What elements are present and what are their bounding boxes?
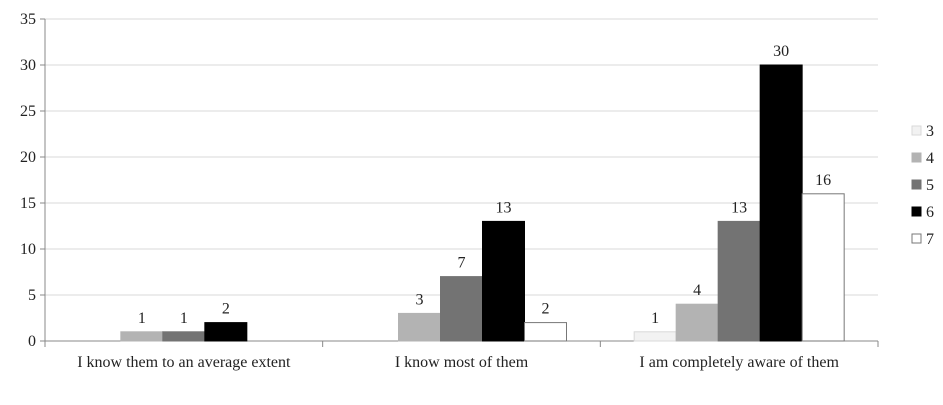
data-label: 2 [542,301,550,318]
data-label: 13 [731,199,747,216]
legend-label: 5 [926,177,934,194]
data-label: 30 [773,43,789,60]
bar-series-4 [675,303,719,342]
legend-label: 4 [926,150,934,167]
bar-series-6 [482,220,525,342]
data-label: 3 [416,291,424,308]
legend-label: 7 [926,231,934,248]
x-category-label: I know them to an average extent [77,354,291,371]
bar-series-5 [717,220,761,342]
data-label: 7 [458,255,466,272]
y-tick-label: 25 [20,103,36,120]
bar-series-5 [440,276,483,342]
bars [120,64,845,342]
x-category-label: I know most of them [395,354,529,371]
bar-series-6 [204,322,248,342]
legend-swatch [911,206,922,217]
legend-swatch [911,233,922,244]
data-label: 2 [222,301,230,318]
bar-series-3 [633,331,677,342]
data-label: 1 [651,310,659,327]
y-tick-label: 15 [20,195,36,212]
bar-series-7 [524,322,567,342]
y-tick-label: 20 [20,149,36,166]
data-label: 4 [693,282,701,299]
bar-series-6 [759,64,803,342]
legend-swatch [911,179,922,190]
data-labels: 1 1 2 3 7 13 2 1 4 13 30 16 [138,43,831,327]
gridlines [45,18,878,296]
data-label: 16 [815,172,831,189]
bar-series-4 [398,312,441,342]
axes: 0 5 10 15 20 25 30 35 I know them to an average … [20,11,879,371]
y-tick-label: 0 [28,333,36,350]
bar-series-5 [162,331,206,342]
y-tick-label: 35 [20,11,36,28]
x-category-label: I am completely aware of them [639,354,839,371]
y-tick-label: 10 [20,241,36,258]
data-label: 1 [180,310,188,327]
legend-label: 3 [926,123,934,140]
bar-series-4 [120,331,164,342]
legend-swatch [911,125,922,136]
legend: 3 4 5 6 7 [911,123,934,248]
data-label: 1 [138,310,146,327]
legend-label: 6 [926,204,934,221]
bar-series-7 [801,193,845,342]
y-tick-label: 30 [20,57,36,74]
data-label: 13 [496,199,512,216]
legend-swatch [911,152,922,163]
y-tick-label: 5 [28,287,36,304]
